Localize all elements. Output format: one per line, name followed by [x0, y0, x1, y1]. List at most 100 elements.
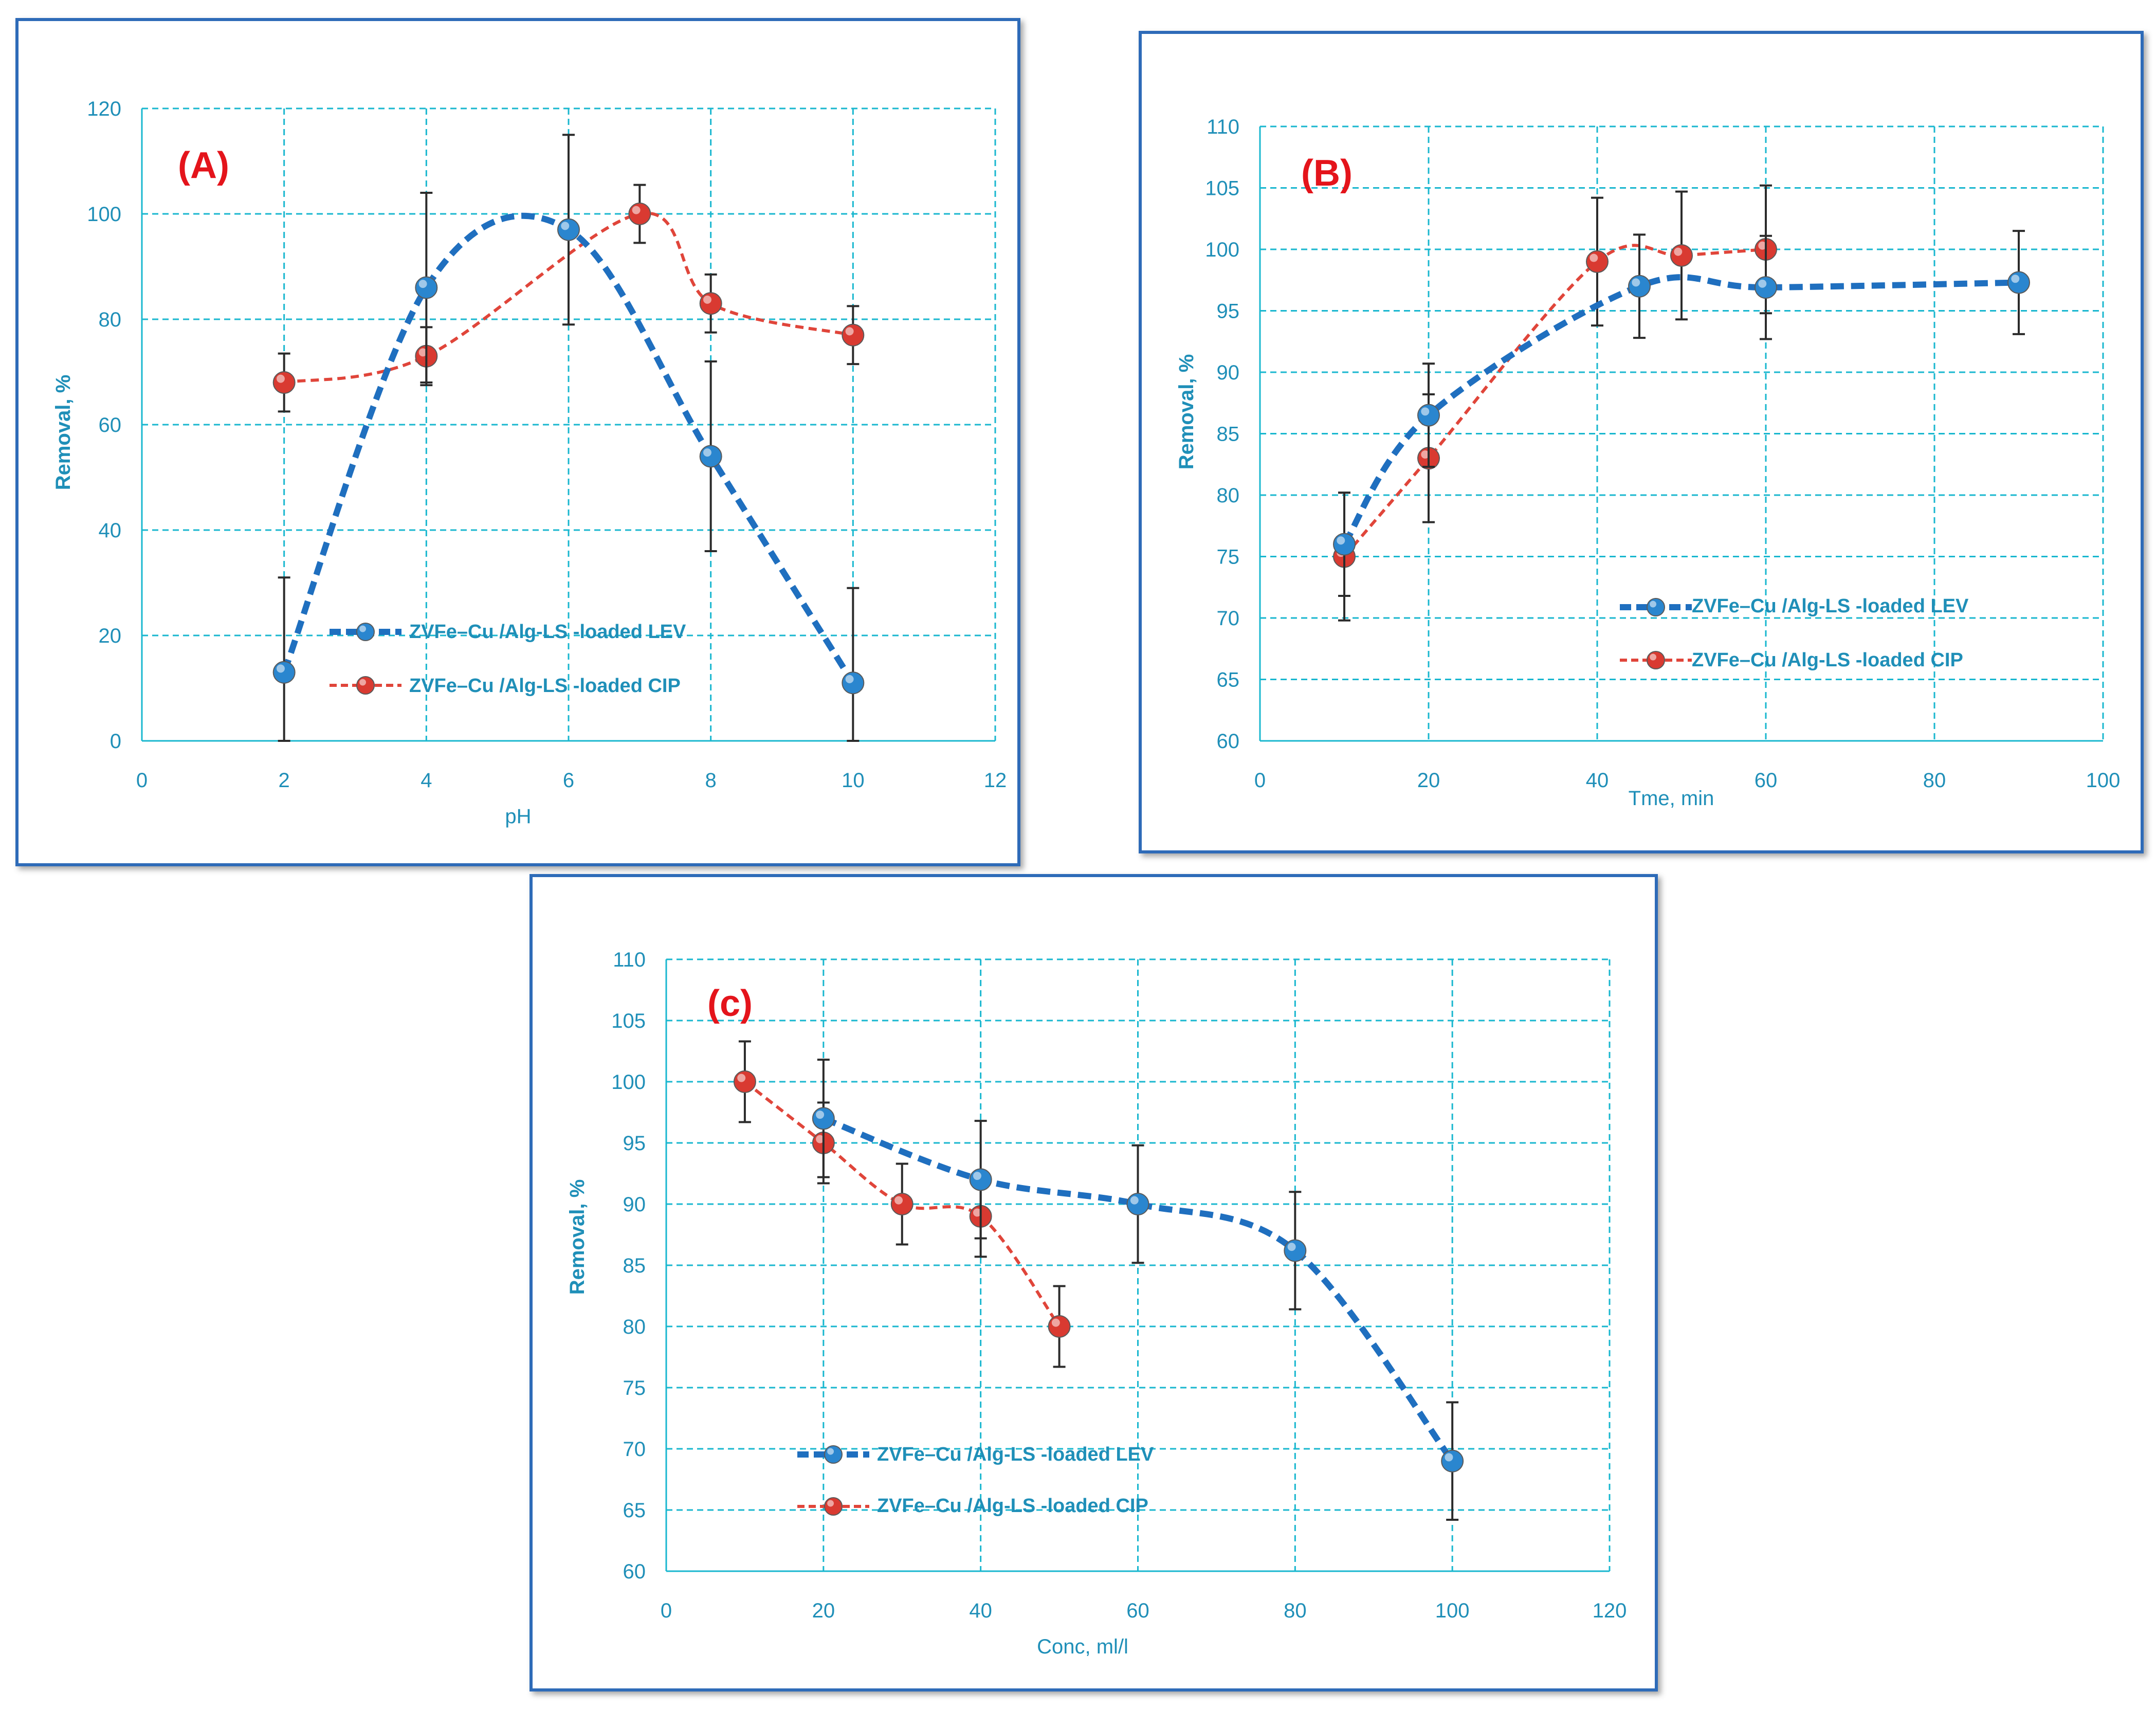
point-lev-c-3-body: [1284, 1239, 1307, 1262]
y-axis-title-a: Removal, %: [52, 375, 75, 490]
point-cip-c-2: [890, 1193, 913, 1215]
legend-swatch-marker-cip-c-highlight: [827, 1500, 834, 1507]
point-lev-b-0-body: [1333, 533, 1356, 556]
point-cip-a-2-highlight: [632, 206, 641, 214]
series-line-cip-b: [1343, 244, 1766, 558]
series-line-cip-c: [744, 1080, 1061, 1327]
y-tick-a-6: 120: [87, 98, 121, 120]
point-cip-a-3-body: [699, 292, 722, 315]
point-lev-c-4-body: [1441, 1449, 1464, 1472]
point-lev-b-0-highlight: [1337, 536, 1345, 545]
legend-swatch-marker-cip-b-body: [1647, 651, 1665, 669]
x-tick-c-2: 40: [969, 1599, 992, 1622]
point-lev-a-3-body: [699, 445, 722, 468]
point-lev-c-3-highlight: [1287, 1243, 1296, 1251]
point-cip-c-3-highlight: [973, 1208, 981, 1217]
point-cip-c-1-highlight: [816, 1135, 825, 1143]
chart-b: (B) Removal, % Tme, min ZVFe–Cu /Alg-LS …: [1175, 116, 2121, 810]
point-cip-b-3-highlight: [1674, 247, 1683, 256]
legend-swatch-marker-cip-a-body: [356, 676, 375, 695]
panel-label-b: (B): [1301, 153, 1353, 194]
y-tick-c-2: 70: [623, 1438, 646, 1461]
y-tick-b-1: 65: [1217, 669, 1240, 692]
point-lev-c-0-body: [812, 1107, 835, 1130]
point-lev-a-4: [842, 671, 865, 695]
data-a: [272, 134, 865, 742]
legend-swatch-marker-cip-b: [1647, 651, 1665, 669]
point-lev-c-0: [812, 1107, 835, 1130]
y-tick-a-0: 0: [110, 730, 121, 753]
legend-lev-b: ZVFe–Cu /Alg-LS -loaded LEV: [1620, 595, 1969, 617]
point-lev-c-2-highlight: [1130, 1196, 1139, 1205]
legend-swatch-marker-lev-c: [824, 1445, 843, 1464]
point-lev-a-1-body: [415, 276, 438, 299]
x-tick-b-5: 100: [2086, 769, 2121, 792]
x-tick-b-2: 40: [1586, 769, 1609, 792]
grid-b: [1259, 125, 2104, 742]
point-lev-a-1-highlight: [418, 280, 427, 288]
point-cip-b-4-highlight: [1758, 241, 1767, 250]
legend-cip-c: ZVFe–Cu /Alg-LS -loaded CIP: [797, 1495, 1148, 1517]
y-tick-b-10: 110: [1207, 116, 1239, 138]
x-tick-c-3: 60: [1126, 1599, 1149, 1622]
point-lev-c-1: [969, 1168, 992, 1191]
legend-label-lev-c: ZVFe–Cu /Alg-LS -loaded LEV: [877, 1444, 1154, 1465]
y-tick-c-6: 90: [623, 1193, 646, 1216]
legend-swatch-marker-cip-b-highlight: [1650, 653, 1657, 661]
y-tick-b-0: 60: [1217, 730, 1240, 753]
chart-a: (A) Removal, % pH ZVFe–Cu /Alg-LS -loade…: [52, 98, 1007, 828]
point-cip-c-2-highlight: [894, 1196, 903, 1205]
point-lev-b-4-body: [2007, 271, 2030, 294]
point-lev-a-0: [272, 661, 296, 684]
legend-label-cip-a: ZVFe–Cu /Alg-LS -loaded CIP: [409, 675, 681, 697]
chart-c: (c) Removal, % Conc, ml/l ZVFe–Cu /Alg-L…: [566, 949, 1627, 1658]
x-axis-title-c: Conc, ml/l: [1037, 1635, 1128, 1658]
y-tick-c-0: 60: [623, 1560, 646, 1583]
y-tick-c-5: 85: [623, 1254, 646, 1277]
panel-label-a: (A): [178, 145, 229, 186]
legend-swatch-marker-lev-a-body: [356, 623, 375, 641]
point-lev-b-2-highlight: [1632, 278, 1640, 287]
legend-lev-a: ZVFe–Cu /Alg-LS -loaded LEV: [330, 621, 686, 643]
point-cip-a-4-highlight: [845, 327, 854, 336]
point-cip-b-3-body: [1670, 244, 1693, 267]
point-cip-a-4: [842, 323, 865, 347]
y-tick-b-7: 95: [1217, 300, 1240, 323]
point-cip-a-3: [699, 292, 722, 315]
legend-swatch-marker-cip-a: [356, 676, 375, 695]
point-lev-c-4-highlight: [1445, 1453, 1453, 1462]
y-tick-a-2: 40: [99, 519, 122, 542]
x-tick-b-0: 0: [1254, 769, 1266, 792]
x-tick-c-4: 80: [1284, 1599, 1307, 1622]
x-tick-b-1: 20: [1417, 769, 1440, 792]
grid-c: [665, 958, 1611, 1572]
legend-swatch-marker-lev-b-highlight: [1650, 601, 1657, 608]
point-cip-c-0: [733, 1070, 756, 1093]
point-lev-b-2-body: [1628, 275, 1651, 298]
point-cip-c-0-body: [733, 1070, 756, 1093]
point-lev-b-3-highlight: [1758, 279, 1767, 288]
point-cip-b-1-highlight: [1421, 450, 1430, 459]
legend-swatch-marker-cip-c: [824, 1497, 843, 1516]
point-lev-b-3-body: [1755, 276, 1777, 299]
x-tick-c-0: 0: [661, 1599, 672, 1622]
legend-swatch-marker-lev-c-highlight: [827, 1448, 834, 1455]
x-tick-c-6: 120: [1593, 1599, 1627, 1622]
x-tick-a-6: 12: [984, 769, 1007, 792]
point-lev-a-1: [415, 276, 438, 299]
point-cip-a-2: [628, 203, 651, 225]
legend-label-cip-c: ZVFe–Cu /Alg-LS -loaded CIP: [877, 1495, 1148, 1517]
data-b: [1333, 184, 2030, 622]
point-lev-a-4-body: [842, 671, 865, 695]
y-tick-b-6: 90: [1217, 361, 1240, 384]
point-lev-a-2-body: [557, 218, 580, 241]
point-lev-b-1-highlight: [1421, 407, 1430, 416]
point-lev-a-2-highlight: [561, 222, 570, 230]
point-lev-c-2-body: [1126, 1193, 1149, 1215]
y-tick-c-4: 80: [623, 1316, 646, 1338]
y-axis-title-c: Removal, %: [566, 1179, 589, 1295]
point-cip-a-3-highlight: [703, 295, 711, 304]
point-lev-c-4: [1441, 1449, 1464, 1472]
point-lev-b-4-highlight: [2011, 275, 2020, 283]
legend-label-cip-b: ZVFe–Cu /Alg-LS -loaded CIP: [1692, 649, 1963, 671]
